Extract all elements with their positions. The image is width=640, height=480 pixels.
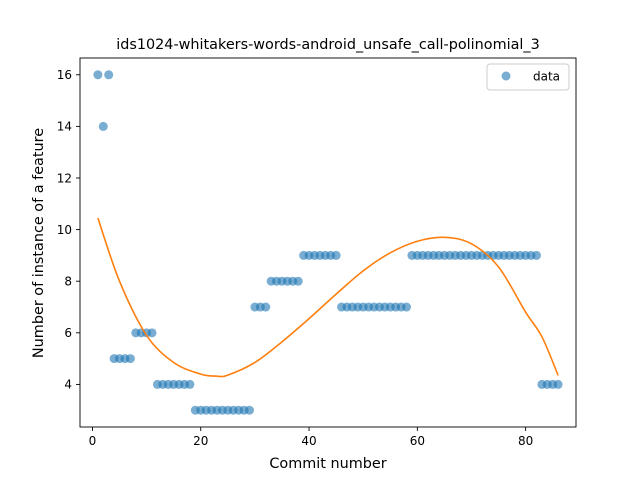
x-tick-label: 20 (193, 434, 208, 448)
y-tick-label: 6 (64, 326, 72, 340)
y-tick-label: 16 (57, 68, 72, 82)
data-point (331, 250, 341, 260)
chart-marks (93, 70, 563, 415)
data-point (293, 276, 303, 286)
y-tick-label: 12 (57, 171, 72, 185)
data-point (98, 121, 108, 131)
y-tick-label: 4 (64, 378, 72, 392)
data-point (185, 379, 195, 389)
x-tick-label: 80 (518, 434, 533, 448)
y-axis-label: Number of instance of a feature (31, 128, 47, 358)
data-point (531, 250, 541, 260)
data-point (261, 302, 271, 312)
x-axis-label: Commit number (269, 456, 386, 472)
legend: data (486, 63, 570, 91)
data-point (93, 70, 103, 80)
x-tick-label: 60 (410, 434, 425, 448)
fit-line (97, 217, 559, 378)
legend-label-data: data (533, 70, 560, 84)
data-point (104, 70, 114, 80)
y-tick-label: 8 (64, 275, 72, 289)
plot-area (80, 58, 576, 427)
plot-background (80, 58, 576, 427)
y-tick-label: 10 (57, 223, 72, 237)
data-point (553, 379, 563, 389)
legend-marker-data (501, 71, 511, 81)
data-point (244, 405, 254, 415)
x-tick-label: 0 (89, 434, 97, 448)
legend-frame (486, 63, 570, 91)
data-point (125, 354, 135, 364)
axes-frame (79, 57, 577, 428)
axes: 0 20 40 60 80 4 6 8 10 12 14 16 (57, 57, 577, 448)
x-tick-label: 40 (301, 434, 316, 448)
y-tick-label: 14 (57, 120, 72, 134)
data-point (147, 328, 157, 338)
chart-title: ids1024-whitakers-words-android_unsafe_c… (116, 37, 540, 53)
data-point (402, 302, 412, 312)
